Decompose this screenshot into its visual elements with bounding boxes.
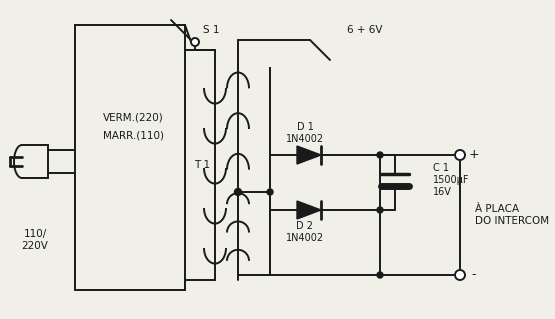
Text: +: + [468, 149, 480, 161]
Circle shape [455, 270, 465, 280]
Circle shape [377, 207, 383, 213]
Text: D 1
1N4002: D 1 1N4002 [286, 122, 324, 144]
Circle shape [377, 272, 383, 278]
Text: MARR.(110): MARR.(110) [103, 130, 164, 140]
Circle shape [455, 150, 465, 160]
Text: -: - [472, 269, 476, 281]
Text: 6 + 6V: 6 + 6V [347, 25, 383, 35]
Text: S 1: S 1 [203, 25, 219, 35]
Text: C 1
1500μF
16V: C 1 1500μF 16V [433, 163, 470, 197]
Circle shape [235, 189, 241, 196]
Circle shape [267, 189, 273, 195]
Text: 110/
220V: 110/ 220V [22, 229, 48, 251]
Text: VERM.(220): VERM.(220) [103, 113, 163, 123]
Circle shape [191, 38, 199, 46]
Text: T 1: T 1 [194, 160, 210, 170]
Circle shape [377, 152, 383, 158]
Text: À PLACA
DO INTERCOM: À PLACA DO INTERCOM [475, 204, 549, 226]
Text: D 2
1N4002: D 2 1N4002 [286, 221, 324, 243]
Polygon shape [297, 146, 321, 164]
Polygon shape [297, 201, 321, 219]
